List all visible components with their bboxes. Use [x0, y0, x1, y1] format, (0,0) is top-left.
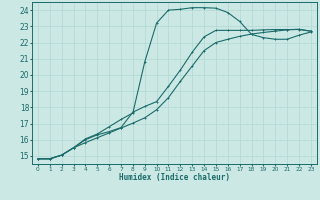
X-axis label: Humidex (Indice chaleur): Humidex (Indice chaleur) [119, 173, 230, 182]
